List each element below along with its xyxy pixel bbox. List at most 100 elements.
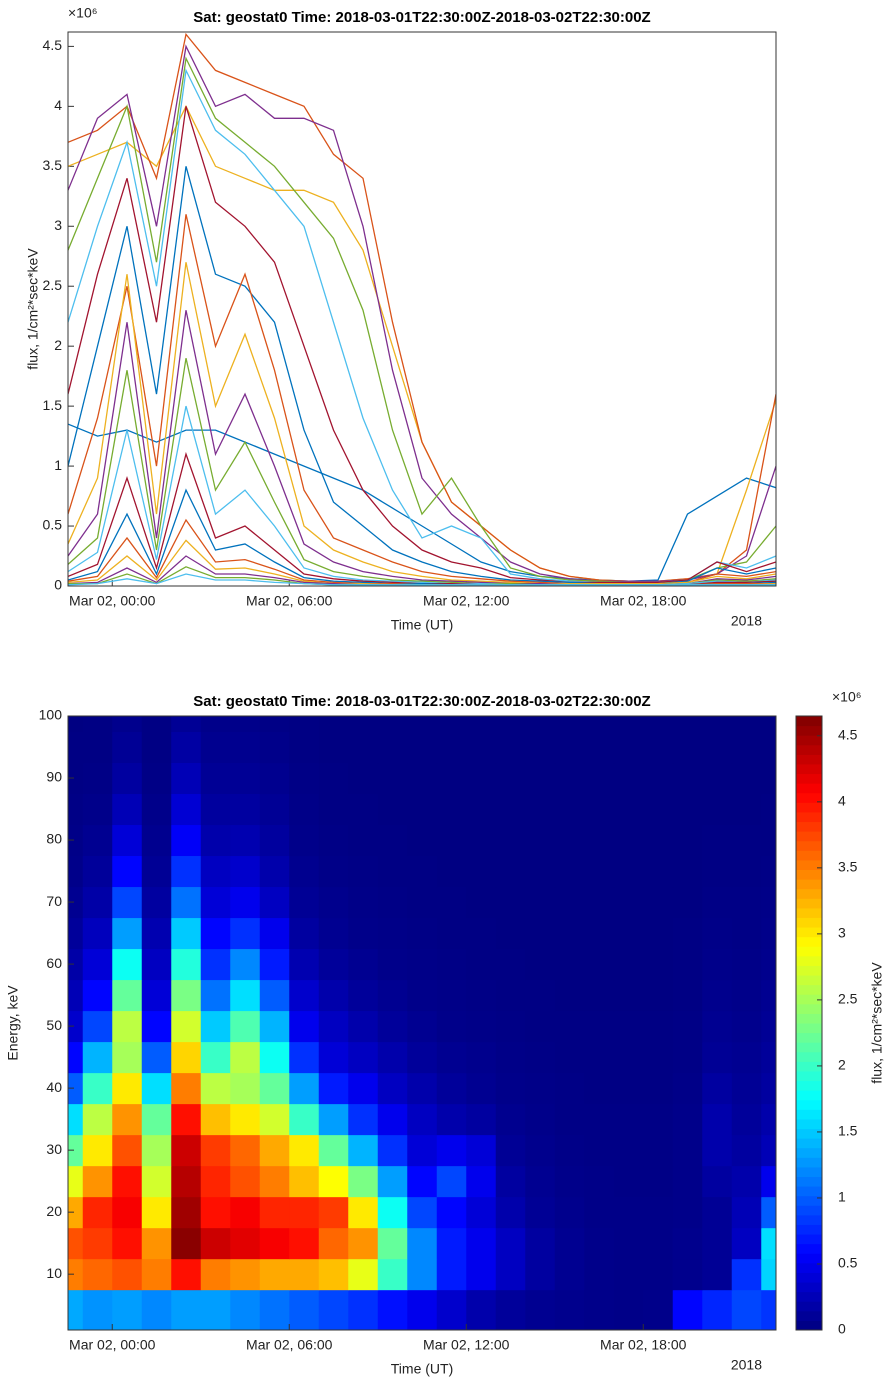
heatmap-cell [436, 1196, 467, 1229]
heatmap-cell [259, 1103, 290, 1136]
heatmap-cell [407, 762, 438, 795]
heatmap-cell [436, 979, 467, 1012]
heatmap-cell [407, 948, 438, 981]
heatmap-cell [672, 886, 703, 919]
heatmap-cell [613, 1072, 644, 1105]
heatmap-cell [436, 1227, 467, 1260]
heatmap-cell [466, 1041, 497, 1074]
heatmap-cell [584, 917, 615, 950]
heatmap-cell [407, 917, 438, 950]
heatmap-cell [112, 917, 143, 950]
colorbar-swatch [796, 946, 822, 957]
heatmap-cell [348, 1258, 379, 1291]
heatmap-cell [171, 762, 202, 795]
heatmap-cell [68, 979, 84, 1012]
heatmap-cell [318, 824, 349, 857]
heatmap-cell [554, 886, 585, 919]
heatmap-cell [554, 979, 585, 1012]
heatmap-cell [525, 824, 556, 857]
y-multiplier: ×10⁶ [68, 5, 98, 21]
colorbar-tick-label: 0 [838, 1321, 846, 1337]
heatmap-cell [82, 1072, 113, 1105]
heatmap-cell [68, 1165, 84, 1198]
heatmap-cell [495, 855, 526, 888]
heatmap-cell [348, 716, 379, 733]
heatmap-cell [141, 979, 172, 1012]
heatmap-cell [613, 1289, 644, 1330]
heatmap-cell [82, 1010, 113, 1043]
colorbar-swatch [796, 869, 822, 880]
heatmap-cell [68, 1010, 84, 1043]
heatmap-cell [259, 948, 290, 981]
heatmap-cell [141, 1196, 172, 1229]
heatmap-cell [407, 1258, 438, 1291]
heatmap-cell [761, 731, 776, 764]
heatmap-cell [495, 1165, 526, 1198]
heatmap-cell [289, 762, 320, 795]
heatmap-cell [702, 1041, 733, 1074]
heatmap-cell [68, 1289, 84, 1330]
heatmap-cell [318, 762, 349, 795]
heatmap-cell [407, 1165, 438, 1198]
heatmap-cell [436, 1165, 467, 1198]
heatmap-cell [525, 1134, 556, 1167]
heatmap-cell [761, 886, 776, 919]
heatmap-cell [554, 1196, 585, 1229]
heatmap-cell [82, 1289, 113, 1330]
heatmap-cell [141, 1103, 172, 1136]
heatmap-cell [554, 1134, 585, 1167]
heatmap-cell [702, 1010, 733, 1043]
heatmap-cell [377, 1227, 408, 1260]
colorbar-swatch [796, 1003, 822, 1014]
heatmap-cell [554, 824, 585, 857]
heatmap-cell [259, 762, 290, 795]
heatmap-cell [761, 716, 776, 733]
y-tick-label: 40 [46, 1079, 62, 1095]
heatmap-cell [584, 716, 615, 733]
axes-box [67, 31, 777, 587]
heatmap-cell [289, 1041, 320, 1074]
heatmap-cell [112, 824, 143, 857]
heatmap-cell [407, 855, 438, 888]
heatmap-cell [525, 979, 556, 1012]
heatmap-cell [141, 762, 172, 795]
y-tick-label: 3 [54, 217, 62, 233]
heatmap-cell [171, 1227, 202, 1260]
heatmap-cell [761, 1165, 776, 1198]
colorbar-swatch [796, 1253, 822, 1264]
heatmap-cell [466, 1227, 497, 1260]
x-tick-label: Mar 02, 12:00 [423, 593, 510, 609]
heatmap-cell [200, 1227, 231, 1260]
heatmap-cell [200, 1165, 231, 1198]
heatmap-cell [230, 855, 261, 888]
heatmap-cell [436, 1258, 467, 1291]
colorbar-swatch [796, 744, 822, 755]
heatmap-cell [112, 1010, 143, 1043]
y-tick-label: 0.5 [43, 517, 63, 533]
colorbar-swatch [796, 1243, 822, 1254]
heatmap-cell [761, 1134, 776, 1167]
colorbar-swatch [796, 1195, 822, 1206]
colorbar-swatch [796, 955, 822, 966]
heatmap-cell [495, 917, 526, 950]
heatmap-cell [761, 762, 776, 795]
heatmap-cell [82, 979, 113, 1012]
heatmap-cell [525, 1258, 556, 1291]
heatmap-cell [259, 1227, 290, 1260]
heatmap-cell [230, 886, 261, 919]
heatmap-cell [525, 1010, 556, 1043]
heatmap-cell [112, 948, 143, 981]
heatmap-cell [761, 1227, 776, 1260]
colorbar-multiplier: ×10⁶ [832, 689, 862, 705]
heatmap-cell [466, 979, 497, 1012]
heatmap-cell [466, 1103, 497, 1136]
heatmap-cell [613, 948, 644, 981]
heatmap-cell [702, 917, 733, 950]
series-line [68, 451, 776, 586]
heatmap-cell [613, 731, 644, 764]
heatmap-cell [643, 1010, 674, 1043]
heatmap-cell [466, 716, 497, 733]
heatmap-cell [672, 855, 703, 888]
heatmap-cell [112, 1196, 143, 1229]
colorbar-swatch [796, 1176, 822, 1187]
